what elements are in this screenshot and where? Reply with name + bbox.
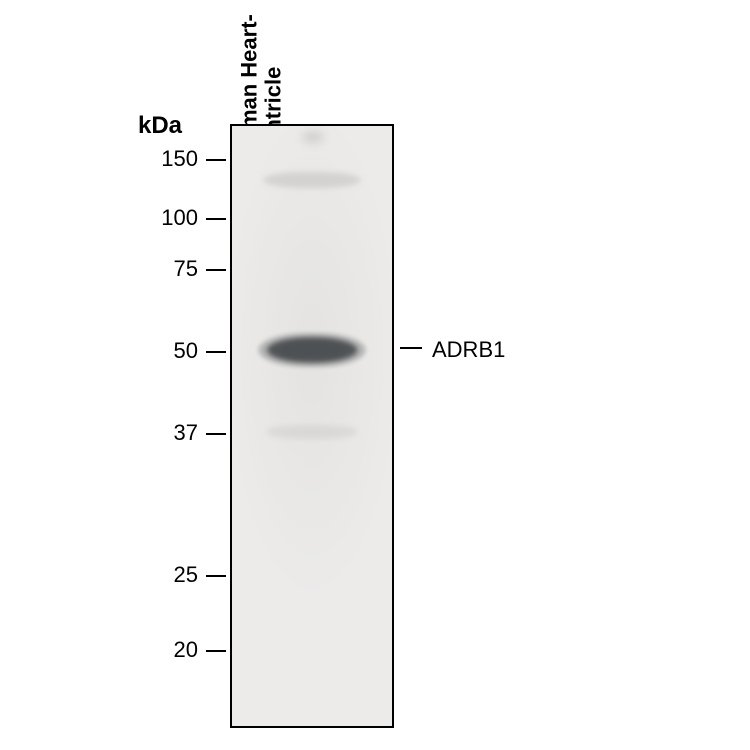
figure-container: kDa Human Heart- Ventricle 1501007550372…	[0, 0, 750, 750]
mw-marker-label: 37	[138, 420, 198, 446]
mw-marker-label: 75	[138, 256, 198, 282]
blot-smudge	[302, 132, 324, 142]
mw-marker-tick	[206, 269, 226, 271]
mw-marker-tick	[206, 159, 226, 161]
blot-lane	[230, 124, 394, 728]
mw-marker-tick	[206, 433, 226, 435]
faint-band	[266, 425, 358, 439]
mw-marker-label: 25	[138, 562, 198, 588]
faint-band	[263, 172, 361, 188]
band-annotation-label: ADRB1	[432, 337, 505, 363]
mw-marker-tick	[206, 218, 226, 220]
mw-marker-label: 100	[138, 205, 198, 231]
band-core	[268, 339, 357, 361]
mw-marker-tick	[206, 650, 226, 652]
mw-marker-label: 50	[138, 338, 198, 364]
mw-marker-tick	[206, 575, 226, 577]
mw-marker-label: 20	[138, 637, 198, 663]
mw-marker-tick	[206, 351, 226, 353]
band-annotation-tick	[400, 347, 422, 349]
unit-label: kDa	[138, 112, 182, 140]
mw-marker-label: 150	[138, 146, 198, 172]
